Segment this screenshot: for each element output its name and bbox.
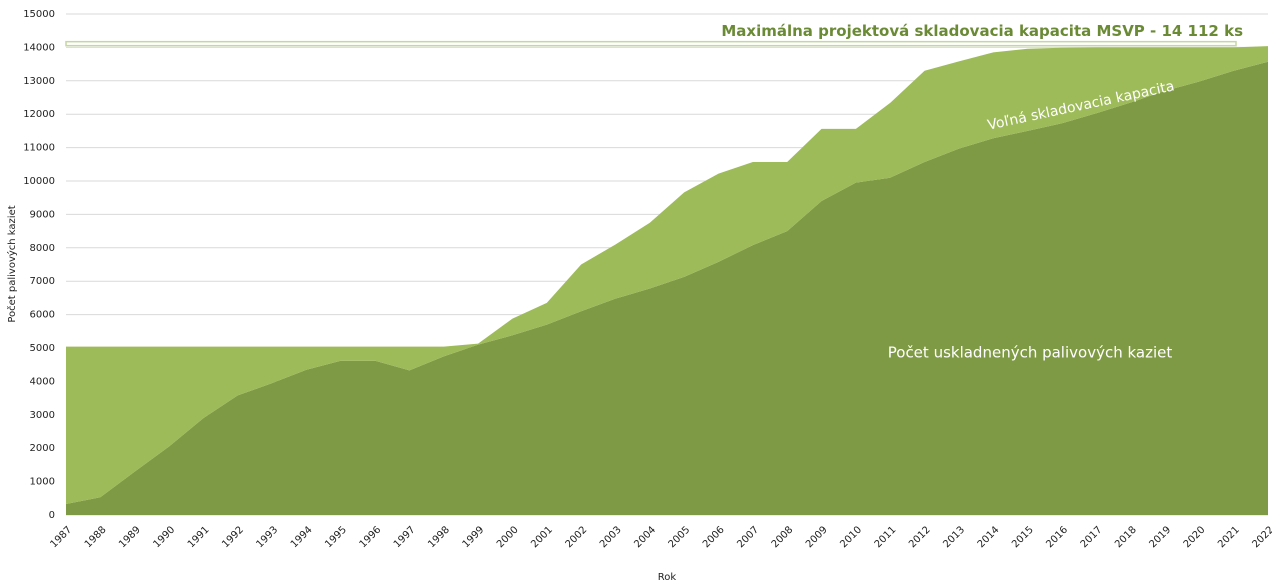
x-tick-label: 1997 bbox=[392, 524, 418, 550]
y-tick-label: 3000 bbox=[30, 410, 55, 421]
x-tick-label: 2000 bbox=[495, 524, 521, 550]
x-tick-label: 1999 bbox=[461, 524, 487, 550]
x-tick-label: 1998 bbox=[426, 524, 452, 550]
x-tick-label: 2020 bbox=[1182, 524, 1208, 550]
x-tick-label: 2006 bbox=[701, 524, 727, 550]
x-tick-label: 2002 bbox=[564, 524, 590, 550]
x-tick-label: 2010 bbox=[838, 524, 864, 550]
y-tick-label: 11000 bbox=[23, 143, 55, 154]
area bbox=[66, 46, 1268, 504]
y-tick-label: 0 bbox=[49, 510, 55, 521]
x-tick-label: 1989 bbox=[117, 524, 143, 550]
x-tick-label: 2011 bbox=[873, 524, 899, 550]
x-tick-label: 2016 bbox=[1044, 524, 1070, 550]
x-axis-label: Rok bbox=[658, 572, 677, 583]
x-tick-label: 2019 bbox=[1147, 524, 1173, 550]
y-tick-label: 2000 bbox=[30, 443, 55, 454]
y-tick-label: 5000 bbox=[30, 343, 55, 354]
x-tick-label: 2015 bbox=[1010, 524, 1036, 550]
y-tick-label: 4000 bbox=[30, 376, 55, 387]
y-tick-label: 14000 bbox=[23, 42, 55, 53]
y-tick-label: 1000 bbox=[30, 477, 55, 488]
y-tick-label: 8000 bbox=[30, 243, 55, 254]
x-tick-label: 2018 bbox=[1113, 524, 1139, 550]
x-tick-label: 1987 bbox=[48, 524, 74, 550]
x-tick-label: 1988 bbox=[83, 524, 109, 550]
x-tick-label: 1990 bbox=[151, 524, 177, 550]
x-tick-label: 2014 bbox=[976, 524, 1002, 550]
x-tick-label: 1995 bbox=[323, 524, 349, 550]
reference-label: Maximálna projektová skladovacia kapacit… bbox=[721, 22, 1243, 40]
y-tick-label: 9000 bbox=[30, 209, 55, 220]
x-tick-label: 2001 bbox=[529, 524, 555, 550]
y-axis-label: Počet palivových kaziet bbox=[6, 205, 18, 322]
x-tick-label: 1996 bbox=[358, 524, 384, 550]
x-tick-label: 2007 bbox=[735, 524, 761, 550]
x-tick-label: 1993 bbox=[255, 524, 281, 550]
y-tick-label: 13000 bbox=[23, 76, 55, 87]
x-tick-label: 2021 bbox=[1216, 524, 1242, 550]
area bbox=[66, 61, 1268, 516]
series-label: Počet uskladnených palivových kaziet bbox=[888, 344, 1173, 362]
x-tick-label: 2005 bbox=[667, 524, 693, 550]
y-tick-label: 15000 bbox=[23, 9, 55, 20]
x-tick-label: 2004 bbox=[632, 524, 658, 550]
x-tick-label: 1991 bbox=[186, 524, 212, 550]
reference-line bbox=[65, 40, 1237, 47]
x-tick-label: 2013 bbox=[941, 524, 967, 550]
y-tick-label: 10000 bbox=[23, 176, 55, 187]
y-tick-label: 12000 bbox=[23, 109, 55, 120]
x-tick-label: 2012 bbox=[907, 524, 933, 550]
x-tick-label: 2022 bbox=[1250, 524, 1272, 550]
x-tick-label: 2003 bbox=[598, 524, 624, 550]
x-tick-label: 1994 bbox=[289, 524, 315, 550]
y-tick-label: 6000 bbox=[30, 310, 55, 321]
x-tick-label: 2009 bbox=[804, 524, 830, 550]
x-tick-label: 2017 bbox=[1079, 524, 1105, 550]
x-tick-label: 2008 bbox=[770, 524, 796, 550]
y-tick-label: 7000 bbox=[30, 276, 55, 287]
x-tick-label: 1992 bbox=[220, 524, 246, 550]
